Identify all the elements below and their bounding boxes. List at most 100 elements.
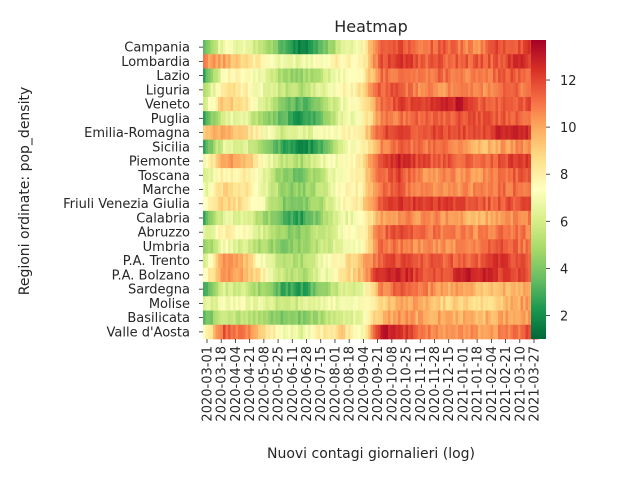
heatmap-cell bbox=[258, 68, 261, 84]
heatmap-cell bbox=[395, 82, 399, 98]
heatmap-cell bbox=[505, 40, 509, 55]
heatmap-cell bbox=[288, 96, 291, 112]
heatmap-cell bbox=[340, 82, 344, 98]
heatmap-cell bbox=[330, 96, 334, 112]
heatmap-cell bbox=[368, 182, 371, 197]
heatmap-cell bbox=[313, 239, 316, 254]
heatmap-cell bbox=[338, 54, 341, 69]
heatmap-cell bbox=[223, 111, 226, 126]
heatmap-cell bbox=[358, 324, 361, 340]
heatmap-cell bbox=[353, 182, 356, 197]
heatmap-cell bbox=[465, 310, 469, 326]
heatmap-cell bbox=[453, 239, 456, 254]
heatmap-cell bbox=[348, 267, 351, 283]
heatmap-cell bbox=[443, 54, 446, 69]
heatmap-cell bbox=[260, 96, 264, 112]
heatmap-cell bbox=[505, 125, 509, 141]
heatmap-cell bbox=[410, 239, 414, 254]
heatmap-cell bbox=[408, 139, 411, 155]
heatmap-cell bbox=[320, 182, 324, 197]
heatmap-cell bbox=[483, 40, 486, 55]
heatmap-cell bbox=[483, 153, 486, 169]
heatmap-cell bbox=[393, 40, 396, 55]
heatmap-cell bbox=[203, 68, 206, 84]
heatmap-cell bbox=[528, 96, 531, 112]
heatmap-cell bbox=[455, 82, 459, 98]
heatmap-cell bbox=[333, 168, 336, 183]
heatmap-cell bbox=[515, 196, 519, 212]
heatmap-cell bbox=[255, 111, 259, 126]
heatmap-cell bbox=[258, 296, 261, 311]
heatmap-cell bbox=[323, 296, 326, 311]
heatmap-cell bbox=[350, 239, 354, 254]
heatmap-cell bbox=[310, 282, 314, 297]
heatmap-cell bbox=[375, 253, 379, 269]
heatmap-cell bbox=[350, 282, 354, 297]
heatmap-cell bbox=[305, 125, 309, 141]
heatmap-cell bbox=[278, 310, 281, 326]
heatmap-cell bbox=[455, 282, 459, 297]
heatmap-cell bbox=[263, 40, 266, 55]
heatmap-cell bbox=[243, 196, 246, 212]
heatmap-cell bbox=[213, 324, 216, 340]
heatmap-cell bbox=[373, 182, 376, 197]
heatmap-cell bbox=[455, 267, 459, 283]
heatmap-cell bbox=[220, 324, 224, 340]
heatmap-cell bbox=[335, 239, 339, 254]
heatmap-cell bbox=[423, 253, 426, 269]
heatmap-cell bbox=[295, 111, 299, 126]
heatmap-cell bbox=[240, 296, 244, 311]
heatmap-cell bbox=[238, 54, 241, 69]
heatmap-cell bbox=[248, 182, 251, 197]
heatmap-cell bbox=[300, 168, 304, 183]
heatmap-cell bbox=[338, 196, 341, 212]
heatmap-cell bbox=[498, 253, 501, 269]
heatmap-cell bbox=[410, 182, 414, 197]
heatmap-cell bbox=[390, 168, 394, 183]
heatmap-cell bbox=[453, 82, 456, 98]
heatmap-cell bbox=[490, 40, 494, 55]
heatmap-cell bbox=[228, 324, 231, 340]
heatmap-cell bbox=[345, 310, 349, 326]
heatmap-cell bbox=[345, 225, 349, 240]
heatmap-cell bbox=[240, 310, 244, 326]
heatmap-cell bbox=[263, 168, 266, 183]
heatmap-cell bbox=[498, 68, 501, 84]
heatmap-cell bbox=[408, 239, 411, 254]
heatmap-cell bbox=[215, 168, 219, 183]
heatmap-cell bbox=[218, 324, 221, 340]
heatmap-cell bbox=[450, 296, 454, 311]
heatmap-cell bbox=[515, 40, 519, 55]
heatmap-cell bbox=[453, 168, 456, 183]
heatmap-cell bbox=[335, 196, 339, 212]
heatmap-cell bbox=[423, 282, 426, 297]
heatmap-cell bbox=[318, 68, 321, 84]
heatmap-cell bbox=[283, 239, 286, 254]
heatmap-cell bbox=[405, 54, 409, 69]
heatmap-cell bbox=[275, 239, 279, 254]
heatmap-cell bbox=[310, 324, 314, 340]
heatmap-cell bbox=[453, 310, 456, 326]
heatmap-cell bbox=[420, 168, 424, 183]
heatmap-cell bbox=[285, 267, 289, 283]
heatmap-cell bbox=[483, 282, 486, 297]
heatmap-cell bbox=[315, 182, 319, 197]
heatmap-cell bbox=[240, 182, 244, 197]
heatmap-cell bbox=[203, 310, 206, 326]
heatmap-cell bbox=[298, 40, 301, 55]
heatmap-cell bbox=[285, 40, 289, 55]
heatmap-cell bbox=[428, 296, 431, 311]
heatmap-cell bbox=[263, 253, 266, 269]
heatmap-cell bbox=[425, 125, 429, 141]
heatmap-cell bbox=[263, 68, 266, 84]
heatmap-cell bbox=[470, 239, 474, 254]
heatmap-cell bbox=[343, 82, 346, 98]
heatmap-cell bbox=[430, 225, 434, 240]
heatmap-cell bbox=[230, 153, 234, 169]
heatmap-cell bbox=[205, 225, 209, 240]
heatmap-cell bbox=[283, 54, 286, 69]
heatmap-cell bbox=[450, 111, 454, 126]
heatmap-cell bbox=[245, 324, 249, 340]
heatmap-cell bbox=[435, 210, 439, 226]
heatmap-cell bbox=[285, 111, 289, 126]
